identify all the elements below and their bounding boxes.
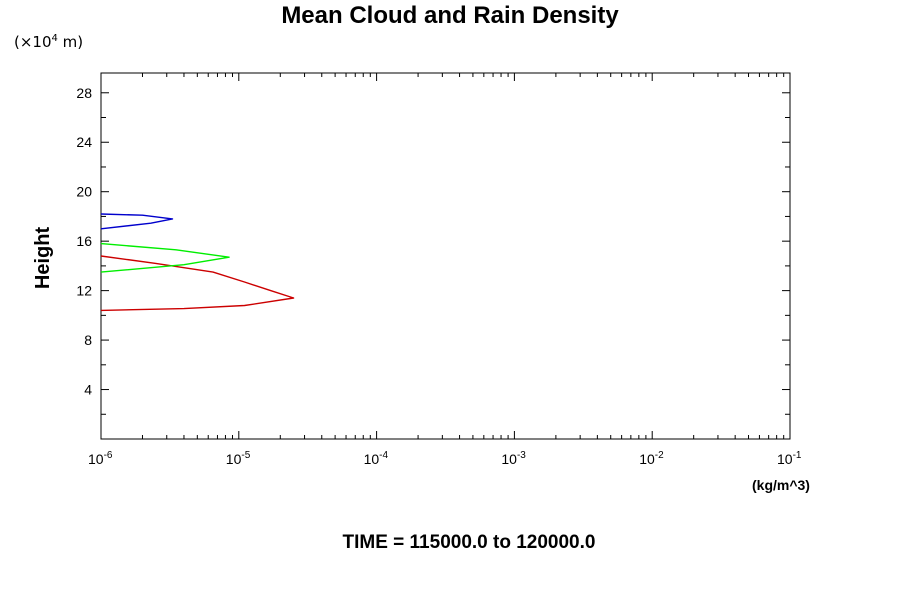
y-axis-label: Height [32,227,54,290]
y-unit-suffix: m) [57,33,84,51]
x-tick-label: 10-6 [88,450,113,467]
x-tick-label: 10-1 [777,450,802,467]
x-tick-exponent: -5 [241,450,250,461]
series-line-3 [100,213,174,230]
series-line-1 [100,255,295,312]
x-tick-exponent: -4 [379,450,388,461]
y-unit-exponent: 4 [51,33,58,44]
y-tick-label: 16 [76,233,92,249]
x-tick-label: 10-4 [364,450,389,467]
series-group [100,213,295,312]
x-tick-base: 10 [88,451,104,467]
y-tick-label: 28 [76,85,92,101]
x-tick-base: 10 [226,451,242,467]
x-tick-base: 10 [501,451,517,467]
x-tick-exponent: -6 [104,450,113,461]
x-tick-base: 10 [364,451,380,467]
x-tick-base: 10 [639,451,655,467]
plot-frame [100,72,791,440]
x-tick-exponent: -1 [793,450,802,461]
y-tick-label: 12 [76,283,92,299]
x-tick-exponent: -2 [655,450,664,461]
x-tick-exponent: -3 [517,450,526,461]
y-tick-label: 20 [76,184,92,200]
y-unit-label: (×104 m) [14,33,83,51]
y-tick-label: 8 [84,332,92,348]
x-tick-labels: 10-6 10-5 10-4 10-3 10-2 10-1 [88,450,802,467]
y-tick-label: 4 [84,382,92,398]
series-line-2 [100,242,230,273]
y-unit-prefix: (×10 [14,33,52,51]
x-tick-label: 10-3 [501,450,526,467]
axis-ticks [100,73,791,439]
x-tick-label: 10-2 [639,450,664,467]
chart-title: Mean Cloud and Rain Density [281,2,619,29]
y-tick-label: 24 [76,134,92,150]
x-tick-label: 10-5 [226,450,251,467]
time-range-label: TIME = 115000.0 to 120000.0 [342,532,596,553]
x-unit-label: (kg/m^3) [752,477,810,493]
y-tick-labels: 4 8 12 16 20 24 28 [76,85,92,398]
x-tick-base: 10 [777,451,793,467]
